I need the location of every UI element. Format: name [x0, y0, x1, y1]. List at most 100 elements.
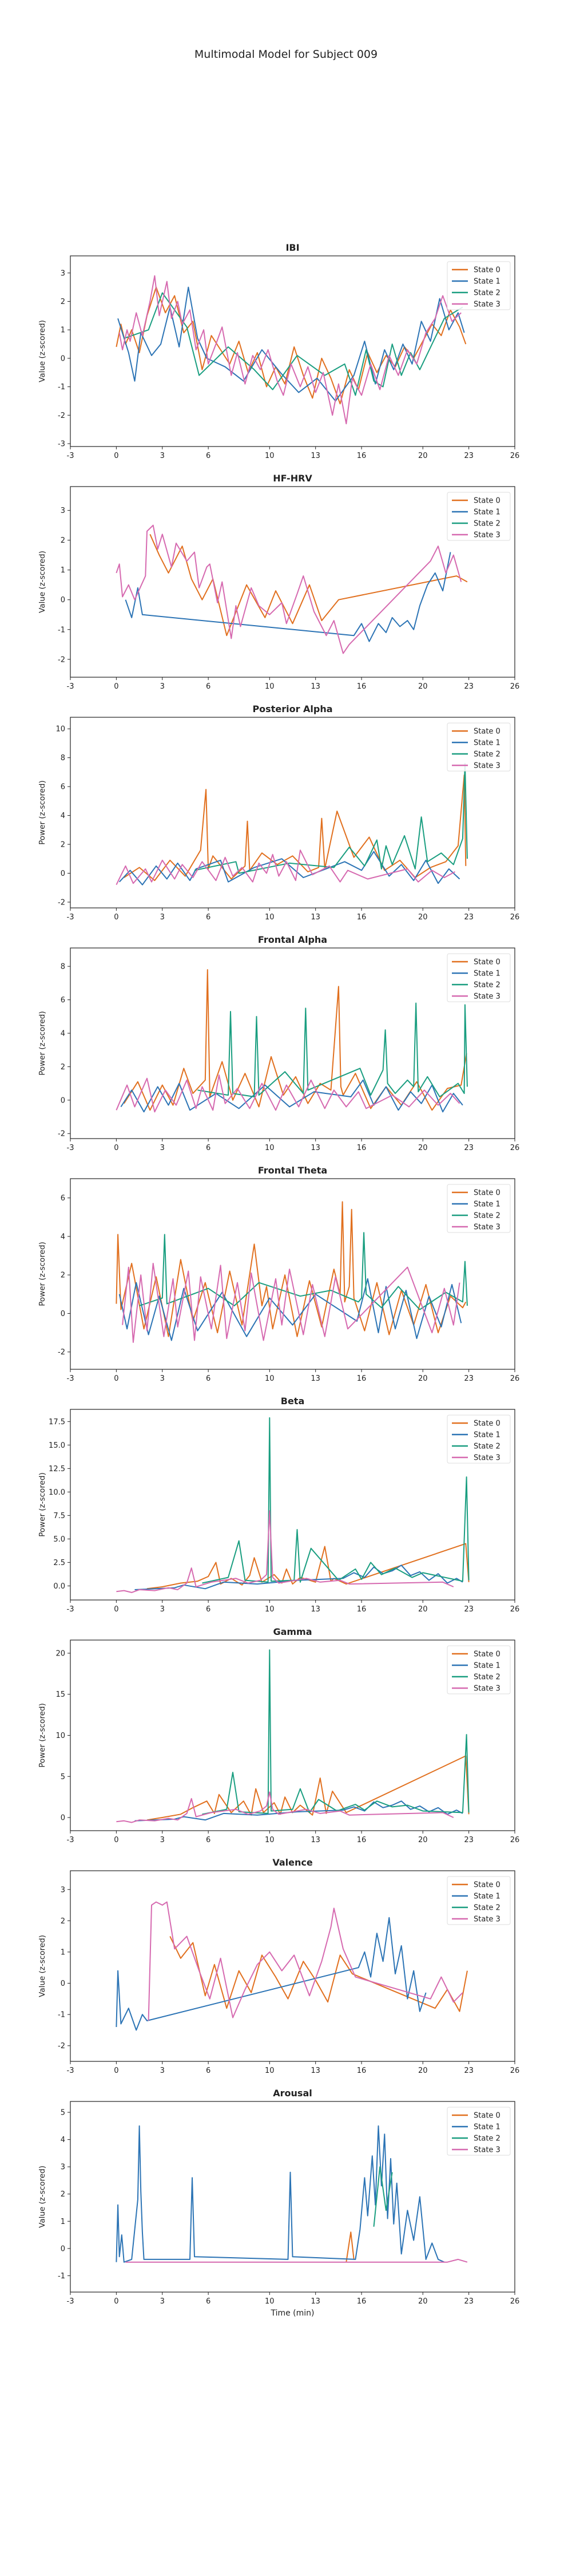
x-tick-label: 6	[206, 682, 210, 691]
x-tick-label: -3	[67, 2067, 74, 2075]
y-axis-label: Value (z-scored)	[38, 2166, 47, 2228]
x-tick-label: 13	[311, 2067, 320, 2075]
y-tick-label: 0	[61, 1980, 65, 1988]
x-tick-label: 3	[160, 1605, 165, 1614]
series-line	[117, 286, 465, 402]
y-tick-label: 0	[61, 1096, 65, 1105]
chart-posterior-alpha: Posterior Alpha -3 0 3 6 10 13 16 20 23 26 -2 0 2 4 6 8 1…	[38, 704, 519, 922]
x-tick-label: 16	[357, 1144, 367, 1152]
x-tick-label: 6	[206, 452, 210, 460]
y-axis-label: Power (z-scored)	[38, 1472, 47, 1536]
y-tick-label: 5	[61, 1773, 65, 1781]
x-tick-label: 13	[311, 682, 320, 691]
y-tick-label: 15.0	[49, 1441, 65, 1450]
x-tick-label: 0	[114, 2067, 118, 2075]
chart-beta: Beta -3 0 3 6 10 13 16 20 23 26 0.0 2.5 5.0 7.5 10.0 12.…	[38, 1396, 519, 1614]
legend: State 0 State 1 State 2 State 3	[447, 1645, 511, 1694]
legend-label: State 0	[474, 1189, 500, 1198]
legend: State 0 State 1 State 2 State 3	[447, 1184, 511, 1233]
x-tick-label: 3	[160, 682, 165, 691]
y-tick-label: 0	[61, 1814, 65, 1823]
series-line	[118, 851, 460, 886]
legend-label: State 1	[474, 508, 500, 517]
legend: State 0 State 1 State 2 State 3	[447, 2107, 511, 2156]
series-line	[149, 534, 468, 637]
series-line	[116, 1074, 460, 1113]
legend-label: State 2	[474, 1212, 500, 1220]
legend-box	[447, 2107, 511, 2156]
x-tick-label: 16	[357, 2297, 367, 2306]
x-tick-label: 13	[311, 1605, 320, 1614]
plot-frame	[70, 1870, 515, 2062]
legend-label: State 0	[474, 958, 500, 967]
legend-label: State 0	[474, 497, 500, 505]
x-tick-label: 3	[160, 452, 165, 460]
series-line	[148, 1901, 463, 2021]
series-line	[139, 1232, 468, 1310]
plot-frame	[70, 2101, 515, 2293]
x-tick-label: 6	[206, 913, 210, 922]
x-tick-label: 3	[160, 2297, 165, 2306]
legend-label: State 3	[474, 993, 500, 1001]
x-tick-label: 26	[510, 2297, 520, 2306]
x-tick-label: 0	[114, 1144, 118, 1152]
x-tick-label: 16	[357, 1836, 367, 1844]
y-tick-label: 4	[61, 1232, 65, 1241]
series-line	[134, 1800, 463, 1822]
legend-box	[447, 722, 511, 772]
x-tick-label: 20	[418, 913, 428, 922]
x-tick-label: 26	[510, 1605, 520, 1614]
legend-box	[447, 492, 511, 541]
x-tick-label: 6	[206, 2067, 210, 2075]
figure-title: Multimodal Model for Subject 009	[194, 48, 378, 61]
y-tick-label: 1	[61, 1948, 65, 1957]
y-tick-label: 0	[61, 870, 65, 878]
legend-label: State 3	[474, 301, 500, 309]
y-tick-label: 0	[61, 596, 65, 605]
y-tick-label: 17.5	[49, 1418, 65, 1427]
series-line	[116, 1917, 427, 2031]
series-line	[345, 2231, 355, 2262]
y-tick-label: 3	[61, 1886, 65, 1894]
y-tick-label: 2	[61, 2190, 65, 2199]
x-tick-label: 0	[114, 452, 118, 460]
y-tick-label: -1	[58, 383, 65, 392]
chart-title: Beta	[281, 1396, 305, 1406]
y-tick-label: 6	[61, 783, 65, 792]
x-tick-label: 13	[311, 1374, 320, 1383]
x-tick-label: -3	[67, 682, 74, 691]
legend-label: State 2	[474, 750, 500, 759]
chart-title: Frontal Theta	[258, 1165, 327, 1176]
x-tick-label: 0	[114, 1836, 118, 1844]
y-tick-label: 1	[61, 566, 65, 575]
x-tick-label: 13	[311, 452, 320, 460]
y-tick-label: 3	[61, 507, 65, 515]
legend-box	[447, 1184, 511, 1233]
x-tick-label: 13	[311, 2297, 320, 2306]
x-tick-label: 3	[160, 1836, 165, 1844]
y-tick-label: -1	[58, 2011, 65, 2020]
x-tick-label: 20	[418, 2297, 428, 2306]
y-tick-label: 7.5	[53, 1512, 65, 1520]
x-tick-label: 6	[206, 1836, 210, 1844]
plot-frame	[70, 1178, 515, 1370]
chart-title: Posterior Alpha	[252, 704, 332, 714]
y-tick-label: 5	[61, 2109, 65, 2117]
series-line	[125, 2258, 468, 2263]
y-tick-label: 8	[61, 963, 65, 971]
plot-frame	[70, 717, 515, 908]
x-tick-label: 10	[265, 2067, 275, 2075]
y-tick-label: 0	[61, 1310, 65, 1318]
y-tick-label: 0	[61, 354, 65, 363]
y-tick-label: 6	[61, 1194, 65, 1203]
y-tick-label: 2	[61, 1917, 65, 1926]
chart-frontal-theta: Frontal Theta -3 0 3 6 10 13 16 20 23 26 -2 0 2 4 6 Powe…	[38, 1165, 519, 1383]
x-tick-label: 10	[265, 913, 275, 922]
legend-label: State 2	[474, 2135, 500, 2143]
y-tick-label: 4	[61, 2136, 65, 2144]
y-tick-label: 2	[61, 298, 65, 306]
series-line	[197, 1002, 468, 1097]
